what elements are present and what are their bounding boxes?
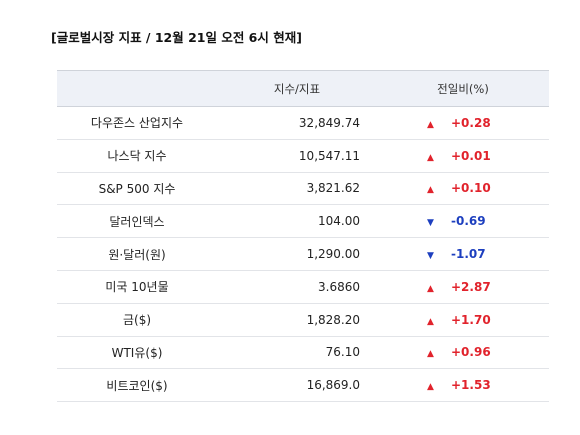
indicator-change: ▲ +0.10 xyxy=(377,172,549,206)
indicator-value: 32,849.74 xyxy=(217,106,377,140)
change-value: +2.87 xyxy=(451,279,491,294)
indicator-value: 16,869.0 xyxy=(217,368,377,403)
change-value: +0.10 xyxy=(451,181,491,196)
indicator-value: 3.6860 xyxy=(217,270,377,304)
header-change: 전일비(%) xyxy=(377,70,549,107)
table-row: 금($) 1,828.20 ▲ +1.70 xyxy=(57,303,549,337)
table-row: S&P 500 지수 3,821.62 ▲ +0.10 xyxy=(57,172,549,206)
indicator-name: 원·달러(원) xyxy=(57,237,217,271)
indicator-change: ▲ +2.87 xyxy=(377,270,549,304)
table-row: 다우존스 산업지수 32,849.74 ▲ +0.28 xyxy=(57,106,549,140)
change-value: +0.01 xyxy=(451,148,491,163)
triangle-up-icon: ▲ xyxy=(427,349,434,360)
indicator-value: 10,547.11 xyxy=(217,139,377,173)
change-value: +1.53 xyxy=(451,378,491,393)
change-value: +0.28 xyxy=(451,115,491,130)
indicator-name: 나스닥 지수 xyxy=(57,139,217,173)
indicator-change: ▲ +1.53 xyxy=(377,368,549,403)
indicator-value: 3,821.62 xyxy=(217,172,377,206)
indicator-value: 76.10 xyxy=(217,336,377,370)
triangle-up-icon: ▲ xyxy=(427,152,434,163)
table-row: 원·달러(원) 1,290.00 ▼ -1.07 xyxy=(57,237,549,271)
indicator-name: 미국 10년물 xyxy=(57,270,217,304)
indicator-change: ▲ +0.01 xyxy=(377,139,549,173)
triangle-up-icon: ▲ xyxy=(427,283,434,294)
indicator-name: 금($) xyxy=(57,303,217,337)
indicator-name: 달러인덱스 xyxy=(57,204,217,239)
triangle-up-icon: ▲ xyxy=(427,185,434,196)
triangle-down-icon: ▼ xyxy=(427,251,434,262)
triangle-down-icon: ▼ xyxy=(427,218,434,229)
indicator-change: ▲ +0.28 xyxy=(377,106,549,140)
indicator-name: S&P 500 지수 xyxy=(57,172,217,206)
change-value: -0.69 xyxy=(451,214,486,229)
triangle-up-icon: ▲ xyxy=(427,119,434,130)
indicator-change: ▼ -0.69 xyxy=(377,204,549,239)
table-row: 나스닥 지수 10,547.11 ▲ +0.01 xyxy=(57,139,549,173)
table-row: 미국 10년물 3.6860 ▲ +2.87 xyxy=(57,270,549,304)
indicator-value: 104.00 xyxy=(217,204,377,239)
change-value: +1.70 xyxy=(451,312,491,327)
table-row: 달러인덱스 104.00 ▼ -0.69 xyxy=(57,204,549,239)
indicator-name: 다우존스 산업지수 xyxy=(57,106,217,140)
indicator-name: 비트코인($) xyxy=(57,368,217,403)
header-index: 지수/지표 xyxy=(217,70,377,107)
market-indicators-table: 지수/지표 전일비(%) 다우존스 산업지수 32,849.74 ▲ +0.28 나스닥… xyxy=(57,70,549,403)
indicator-change: ▲ +0.96 xyxy=(377,336,549,370)
indicator-value: 1,828.20 xyxy=(217,303,377,337)
indicator-change: ▼ -1.07 xyxy=(377,237,549,271)
table-row: WTI유($) 76.10 ▲ +0.96 xyxy=(57,336,549,370)
page-title: [글로벌시장 지표 / 12월 21일 오전 6시 현재] xyxy=(51,30,302,45)
triangle-up-icon: ▲ xyxy=(427,382,434,393)
table-row: 비트코인($) 16,869.0 ▲ +1.53 xyxy=(57,368,549,403)
indicator-value: 1,290.00 xyxy=(217,237,377,271)
header-name xyxy=(57,70,217,107)
indicator-name: WTI유($) xyxy=(57,336,217,370)
triangle-up-icon: ▲ xyxy=(427,316,434,327)
indicator-change: ▲ +1.70 xyxy=(377,303,549,337)
change-value: +0.96 xyxy=(451,345,491,360)
change-value: -1.07 xyxy=(451,247,486,262)
table-header-row: 지수/지표 전일비(%) xyxy=(57,70,549,107)
